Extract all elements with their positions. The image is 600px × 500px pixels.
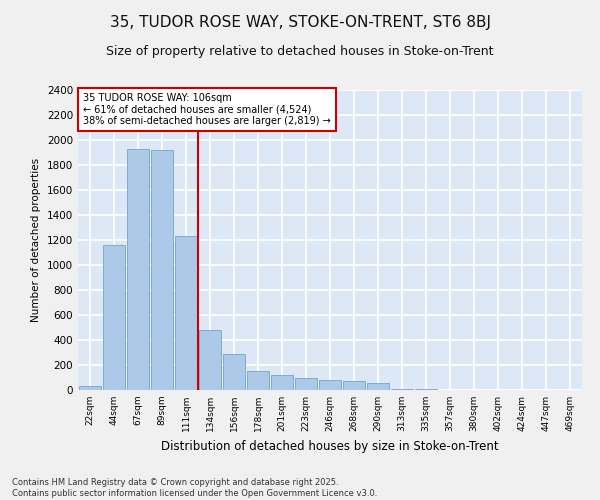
Bar: [151, 150, 173, 390]
Bar: [271, 375, 293, 390]
Bar: [223, 354, 245, 390]
Bar: [199, 330, 221, 390]
Text: Size of property relative to detached houses in Stoke-on-Trent: Size of property relative to detached ho…: [106, 45, 494, 58]
X-axis label: Distribution of detached houses by size in Stoke-on-Trent: Distribution of detached houses by size …: [161, 440, 499, 452]
Text: Contains HM Land Registry data © Crown copyright and database right 2025.
Contai: Contains HM Land Registry data © Crown c…: [12, 478, 377, 498]
Bar: [247, 370, 269, 390]
Bar: [127, 149, 149, 390]
Bar: [391, 389, 413, 390]
Bar: [343, 381, 365, 390]
Bar: [295, 378, 317, 390]
Bar: [103, 245, 125, 390]
Text: 35, TUDOR ROSE WAY, STOKE-ON-TRENT, ST6 8BJ: 35, TUDOR ROSE WAY, STOKE-ON-TRENT, ST6 …: [110, 15, 491, 30]
Bar: [319, 380, 341, 390]
Text: 35 TUDOR ROSE WAY: 106sqm
← 61% of detached houses are smaller (4,524)
38% of se: 35 TUDOR ROSE WAY: 106sqm ← 61% of detac…: [83, 93, 331, 126]
Y-axis label: Number of detached properties: Number of detached properties: [31, 158, 41, 322]
Bar: [175, 236, 197, 390]
Bar: [79, 386, 101, 390]
Bar: [367, 382, 389, 390]
